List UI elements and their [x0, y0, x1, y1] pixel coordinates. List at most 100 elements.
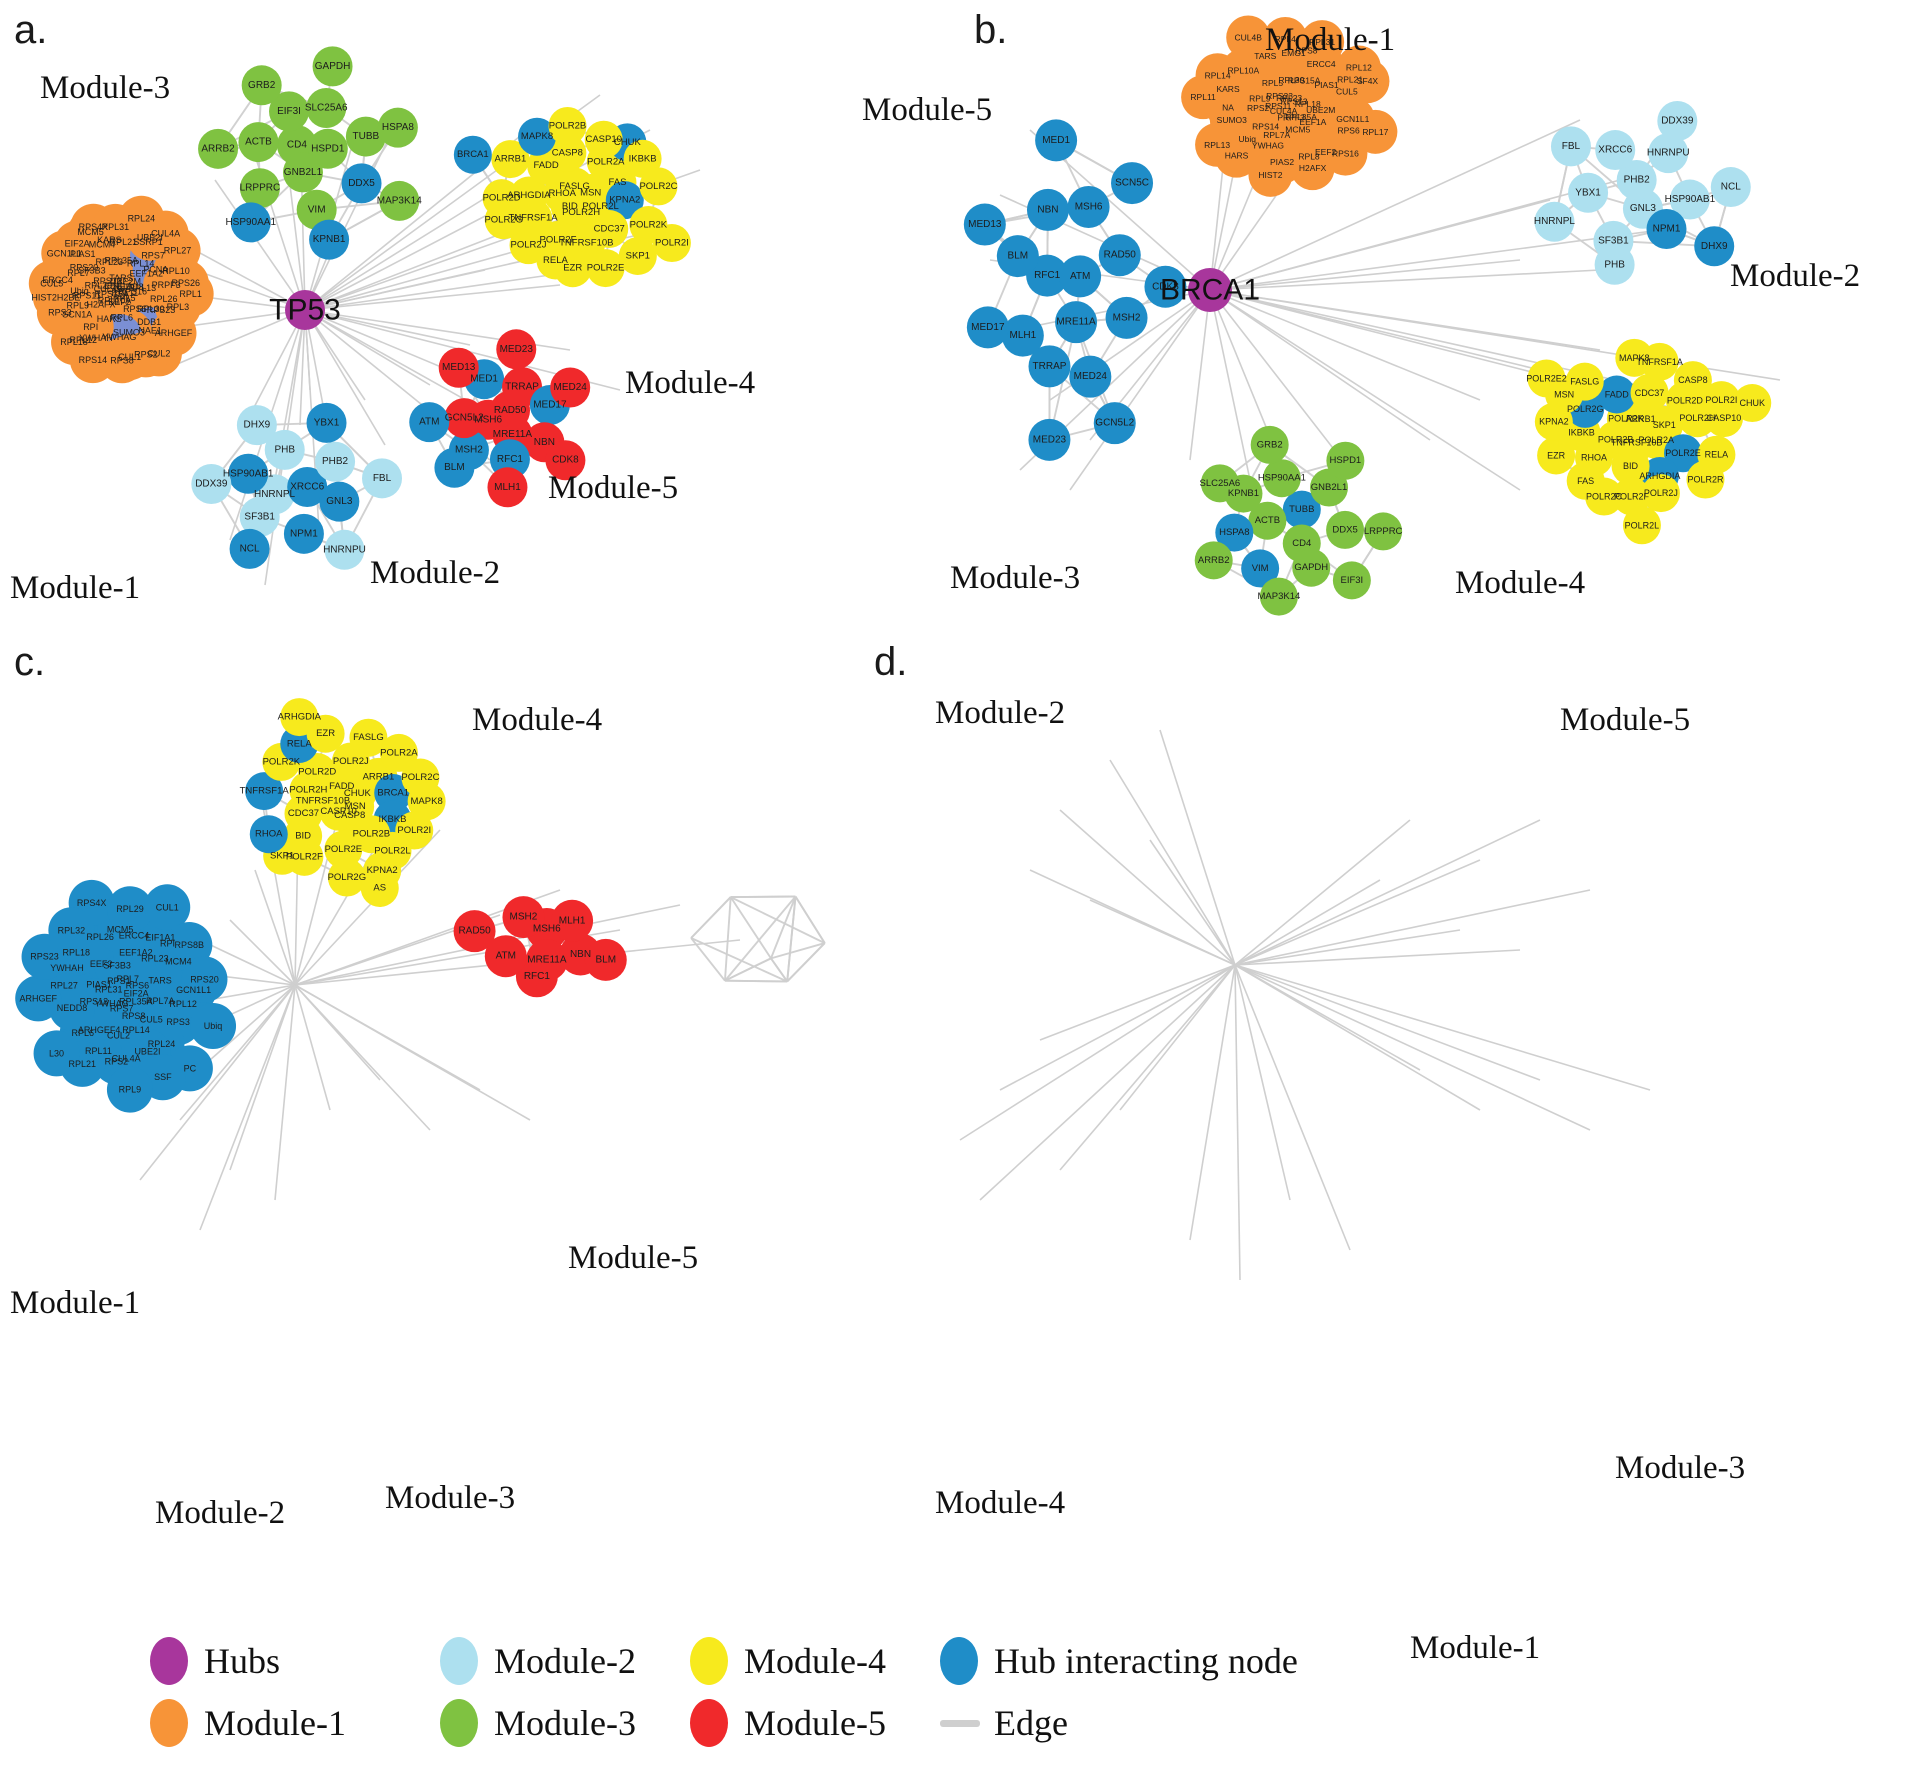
network-node[interactable]: [1568, 172, 1609, 213]
network-node[interactable]: [1290, 146, 1335, 191]
network-node[interactable]: [1534, 201, 1575, 242]
network-node[interactable]: [1035, 119, 1078, 162]
network-node[interactable]: [996, 235, 1039, 278]
network-node[interactable]: [324, 529, 365, 570]
network-node[interactable]: [1673, 361, 1712, 400]
network-node[interactable]: [360, 868, 399, 907]
network-node[interactable]: [283, 513, 324, 554]
network-node[interactable]: [502, 896, 545, 939]
network-node[interactable]: [198, 128, 239, 169]
network-node[interactable]: [306, 88, 347, 129]
network-node[interactable]: [453, 910, 496, 953]
network-node[interactable]: [1028, 345, 1071, 388]
network-node[interactable]: [1250, 425, 1289, 464]
network-node[interactable]: [1241, 549, 1280, 588]
network-node[interactable]: [315, 441, 356, 482]
network-node[interactable]: [362, 458, 403, 499]
network-node[interactable]: [1300, 20, 1345, 65]
network-node[interactable]: [341, 163, 382, 204]
network-node[interactable]: [1648, 133, 1689, 174]
network-node[interactable]: [550, 187, 589, 226]
network-node[interactable]: [336, 787, 375, 826]
network-node[interactable]: [1195, 122, 1240, 167]
network-node[interactable]: [245, 772, 284, 811]
network-node[interactable]: [1282, 490, 1321, 529]
network-node[interactable]: [1332, 561, 1371, 600]
network-node[interactable]: [1646, 209, 1687, 250]
network-node[interactable]: [239, 168, 280, 209]
network-node[interactable]: [285, 837, 324, 876]
network-node[interactable]: [1326, 441, 1365, 480]
network-node[interactable]: [1611, 447, 1650, 486]
hub-node[interactable]: [1188, 268, 1232, 312]
network-node[interactable]: [550, 367, 591, 408]
network-node[interactable]: [1364, 512, 1403, 551]
network-node[interactable]: [269, 91, 310, 132]
network-node[interactable]: [966, 306, 1009, 349]
network-node[interactable]: [33, 1030, 80, 1077]
network-node[interactable]: [306, 402, 347, 443]
network-node[interactable]: [1733, 384, 1772, 423]
network-node[interactable]: [238, 122, 279, 163]
network-node[interactable]: [345, 116, 386, 157]
network-node[interactable]: [1641, 474, 1680, 513]
network-node[interactable]: [623, 139, 662, 178]
network-node[interactable]: [229, 528, 270, 569]
network-node[interactable]: [312, 46, 353, 87]
network-node[interactable]: [1550, 126, 1591, 167]
network-node[interactable]: [1144, 265, 1187, 308]
network-node[interactable]: [1705, 399, 1744, 438]
network-node[interactable]: [491, 140, 530, 179]
network-node[interactable]: [652, 224, 691, 263]
network-node[interactable]: [379, 180, 420, 221]
network-node[interactable]: [1098, 234, 1141, 277]
network-node[interactable]: [379, 733, 418, 772]
network-node[interactable]: [484, 935, 527, 978]
network-node[interactable]: [319, 481, 360, 522]
network-node[interactable]: [144, 884, 191, 931]
network-node[interactable]: [548, 106, 587, 145]
network-node[interactable]: [1001, 314, 1044, 357]
network-node[interactable]: [453, 135, 492, 174]
network-node[interactable]: [409, 402, 450, 443]
network-node[interactable]: [327, 858, 366, 897]
network-node[interactable]: [1622, 506, 1661, 545]
network-node[interactable]: [282, 152, 323, 193]
network-node[interactable]: [1200, 464, 1239, 503]
network-node[interactable]: [1262, 459, 1301, 498]
network-node[interactable]: [487, 467, 528, 508]
network-node[interactable]: [1657, 100, 1698, 141]
network-node[interactable]: [551, 899, 594, 942]
network-node[interactable]: [1710, 167, 1751, 208]
network-node[interactable]: [154, 283, 201, 330]
network-node[interactable]: [639, 167, 678, 206]
network-node[interactable]: [1595, 130, 1636, 171]
network-node[interactable]: [287, 466, 328, 507]
network-node[interactable]: [1594, 244, 1635, 285]
network-node[interactable]: [482, 179, 521, 218]
network-node[interactable]: [434, 447, 475, 488]
network-node[interactable]: [1612, 477, 1651, 516]
network-node[interactable]: [509, 226, 548, 265]
network-node[interactable]: [239, 496, 280, 537]
network-node[interactable]: [1565, 362, 1604, 401]
network-node[interactable]: [1226, 15, 1271, 60]
network-node[interactable]: [377, 107, 418, 148]
network-node[interactable]: [241, 65, 282, 106]
network-node[interactable]: [1527, 359, 1566, 398]
network-node[interactable]: [1055, 301, 1098, 344]
network-node[interactable]: [48, 907, 95, 954]
network-node[interactable]: [1694, 226, 1735, 267]
network-node[interactable]: [1215, 513, 1254, 552]
network-node[interactable]: [181, 956, 228, 1003]
network-node[interactable]: [1323, 131, 1368, 176]
network-node[interactable]: [307, 128, 348, 169]
network-node[interactable]: [1537, 436, 1576, 475]
network-node[interactable]: [1111, 162, 1154, 205]
network-node[interactable]: [496, 329, 537, 370]
network-node[interactable]: [605, 181, 644, 220]
network-node[interactable]: [1194, 541, 1233, 580]
network-node[interactable]: [264, 429, 305, 470]
network-node[interactable]: [1345, 59, 1390, 104]
network-node[interactable]: [106, 886, 153, 933]
